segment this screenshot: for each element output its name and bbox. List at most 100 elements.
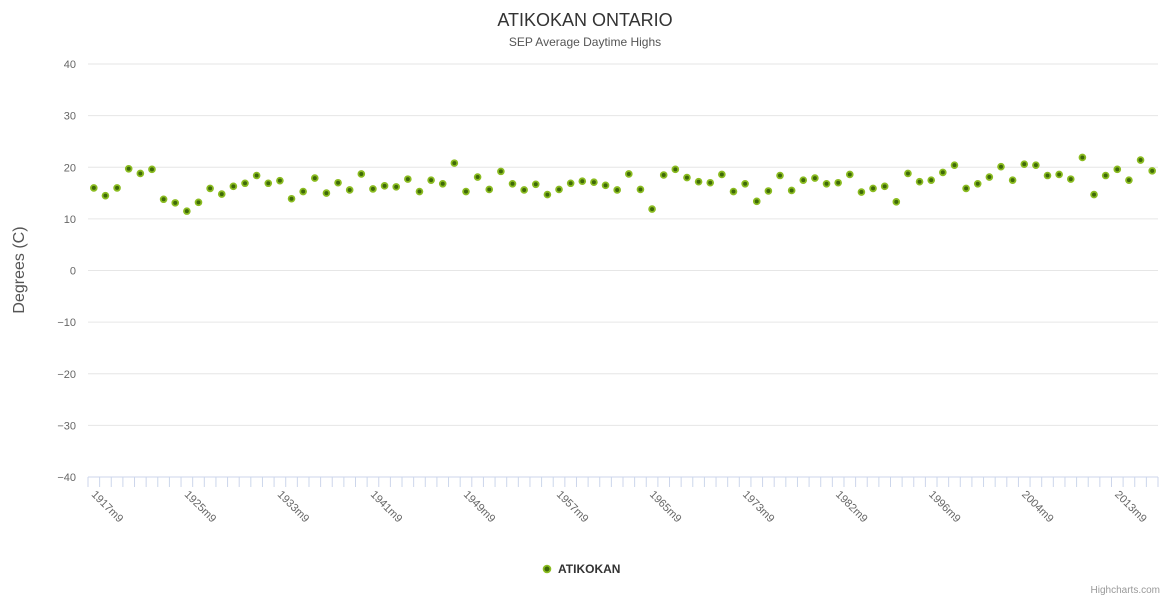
data-point[interactable] [508,179,517,188]
data-point[interactable] [124,164,133,173]
data-point[interactable] [1113,165,1122,174]
data-point[interactable] [997,162,1005,171]
data-point[interactable] [566,179,575,188]
data-point[interactable] [962,184,970,193]
data-point[interactable] [438,179,447,188]
data-point[interactable] [369,185,377,193]
data-point[interactable] [822,179,831,188]
data-point[interactable] [671,165,680,174]
data-point[interactable] [90,184,98,192]
data-point[interactable] [869,184,877,193]
data-point[interactable] [310,174,319,182]
data-point[interactable] [799,176,808,184]
data-point[interactable] [322,189,331,197]
data-point[interactable] [404,175,412,183]
x-axis-labels: 1917m9 1925m9 1933m9 1941m9 1949m9 1957m9 1965… [89,489,1149,526]
data-point[interactable] [834,178,842,187]
legend-item-atikokan[interactable]: ATIKOKAN [542,562,621,576]
data-point[interactable] [625,170,633,178]
data-point[interactable] [729,187,738,196]
data-point[interactable] [857,188,866,196]
data-point[interactable] [1008,176,1017,184]
y-axis-label: 0 [70,266,76,278]
data-point[interactable] [706,178,715,187]
data-point[interactable] [241,179,249,188]
data-point[interactable] [334,178,342,187]
data-point[interactable] [264,179,273,188]
y-axis-label: 40 [64,59,76,71]
data-point[interactable] [1055,170,1063,179]
data-point[interactable] [206,184,214,193]
data-point[interactable] [450,159,459,167]
data-point[interactable] [1032,161,1040,169]
data-point[interactable] [276,176,284,185]
data-point[interactable] [299,187,307,196]
data-point[interactable] [473,173,482,181]
data-point[interactable] [194,198,203,207]
data-point[interactable] [252,171,261,180]
data-point[interactable] [159,195,168,204]
data-point[interactable] [659,171,668,179]
data-point[interactable] [1101,171,1110,180]
data-point[interactable] [485,185,494,194]
data-point[interactable] [764,187,773,195]
data-point[interactable] [776,171,784,180]
data-point[interactable] [531,180,540,189]
data-point[interactable] [427,176,435,184]
data-point[interactable] [590,178,598,187]
data-point[interactable] [752,197,761,206]
data-point[interactable] [892,198,901,206]
data-point[interactable] [845,170,854,179]
data-point[interactable] [915,177,924,186]
data-point[interactable] [1043,171,1052,180]
data-point[interactable] [497,167,505,176]
data-point[interactable] [229,182,238,191]
data-point[interactable] [636,185,645,194]
data-point[interactable] [880,182,889,191]
data-point[interactable] [973,179,982,188]
data-point[interactable] [555,185,563,194]
data-point[interactable] [136,169,145,178]
data-point[interactable] [613,186,621,194]
data-point[interactable] [217,190,226,198]
data-point[interactable] [578,177,587,185]
data-point[interactable] [694,177,703,186]
data-point[interactable] [718,170,726,179]
data-point[interactable] [113,184,121,192]
x-axis-label: 2004m9 [1019,489,1056,526]
data-point[interactable] [1136,156,1145,164]
data-point[interactable] [1090,190,1098,199]
data-point[interactable] [741,179,749,188]
data-point[interactable] [939,168,947,177]
data-point[interactable] [648,205,656,213]
data-point[interactable] [287,194,296,203]
data-point[interactable] [171,199,180,207]
data-point[interactable] [543,190,552,199]
data-point[interactable] [101,191,110,200]
data-point[interactable] [345,186,354,194]
data-point[interactable] [183,207,191,215]
data-point[interactable] [380,182,389,190]
data-point[interactable] [811,174,819,182]
data-point[interactable] [1125,176,1133,184]
data-point[interactable] [462,187,470,196]
credits-link[interactable]: Highcharts.com [1091,585,1160,596]
data-point[interactable] [392,183,401,191]
data-point[interactable] [950,161,959,169]
data-point[interactable] [415,187,424,196]
data-point[interactable] [927,176,936,184]
data-point[interactable] [985,173,994,181]
data-point[interactable] [148,165,156,174]
data-point[interactable] [904,169,912,178]
data-point[interactable] [357,170,366,178]
data-point[interactable] [1078,153,1087,162]
data-point[interactable] [787,186,796,195]
data-point[interactable] [1020,160,1029,168]
data-point[interactable] [520,186,528,194]
data-point[interactable] [601,181,610,190]
data-point[interactable] [683,173,691,182]
data-point[interactable] [1148,167,1156,175]
data-point[interactable] [1066,175,1075,183]
x-axis-label: 1917m9 [89,489,126,526]
